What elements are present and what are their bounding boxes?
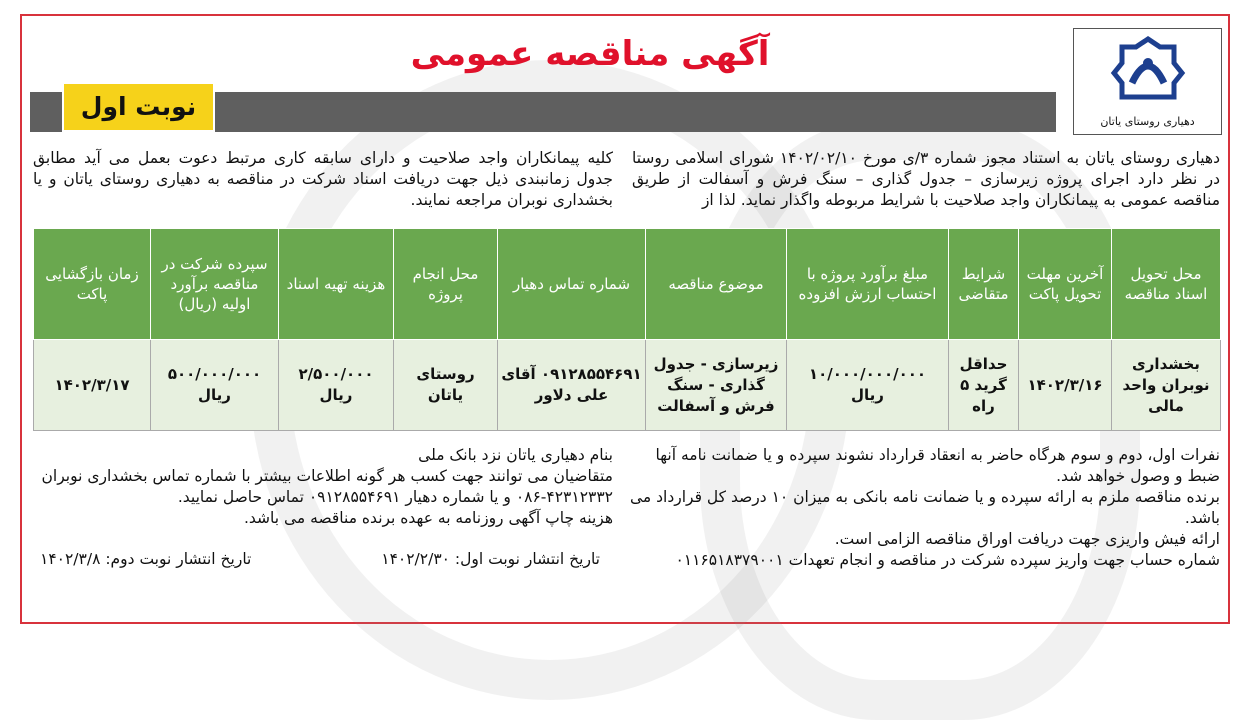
note: برنده مناقصه ملزم به ارائه سپرده و یا ضم… — [629, 488, 1220, 527]
table-header: سپرده شرکت در مناقصه برآورد اولیه (ریال) — [150, 228, 279, 340]
table-cell: حداقل گرید ۵ راه — [948, 339, 1019, 431]
table-header: شماره تماس دهیار — [497, 228, 646, 340]
ad-title: آگهی مناقصه عمومی — [410, 34, 770, 74]
table-cell: ۱۴۰۲/۳/۱۷ — [33, 339, 151, 431]
table-header: موضوع مناقصه — [645, 228, 787, 340]
table-header: محل انجام پروژه — [393, 228, 498, 340]
notes-left: بنام دهیاری یاتان نزد بانک ملی متقاضیان … — [33, 445, 613, 529]
publish-date-first: تاریخ انتشار نوبت اول: ۱۴۰۲/۲/۳۰ — [381, 550, 600, 568]
table-header: شرایط متقاضی — [948, 228, 1019, 340]
table-cell: ۱۰/۰۰۰/۰۰۰/۰۰۰ ریال — [786, 339, 949, 431]
table-cell: ۱۴۰۲/۳/۱۶ — [1018, 339, 1112, 431]
table-header: محل تحویل اسناد مناقصه — [1111, 228, 1221, 340]
note: شماره حساب جهت واریز سپرده شرکت در مناقص… — [675, 551, 1220, 569]
table-header: آخرین مهلت تحویل پاکت — [1018, 228, 1112, 340]
table-header: مبلغ برآورد پروژه با احتساب ارزش افزوده — [786, 228, 949, 340]
table-header-row: محل تحویل اسناد مناقصه آخرین مهلت تحویل … — [33, 228, 1221, 340]
logo-icon — [1110, 35, 1185, 100]
note: متقاضیان می توانند جهت کسب هر گونه اطلاع… — [41, 467, 613, 506]
intro-left: کلیه پیمانکاران واجد صلاحیت و دارای سابق… — [33, 149, 613, 209]
table-header: زمان بازگشایی پاکت — [33, 228, 151, 340]
note: ارائه فیش واریزی جهت دریافت اوراق مناقصه… — [834, 530, 1220, 548]
note: بنام دهیاری یاتان نزد بانک ملی — [418, 446, 613, 464]
publish-date-second: تاریخ انتشار نوبت دوم: ۱۴۰۲/۳/۸ — [40, 550, 252, 568]
note: هزینه چاپ آگهی روزنامه به عهده برنده منا… — [243, 509, 613, 527]
table-cell: روستای یاتان — [393, 339, 498, 431]
table-cell: زیرسازی - جدول گذاری - سنگ فرش و آسفالت — [645, 339, 787, 431]
table-row: بخشداری نوبران واحد مالی ۱۴۰۲/۳/۱۶ حداقل… — [33, 339, 1221, 431]
intro-right: دهیاری روستای یاتان به استناد مجوز شماره… — [632, 149, 1220, 209]
logo: دهیاری روستای یاتان — [1073, 28, 1222, 135]
note: نفرات اول، دوم و سوم هرگاه حاضر به انعقا… — [655, 446, 1220, 485]
table-cell: بخشداری نوبران واحد مالی — [1111, 339, 1221, 431]
table-cell: ۲/۵۰۰/۰۰۰ ریال — [278, 339, 394, 431]
round-badge: نوبت اول — [62, 82, 215, 132]
notes-right: نفرات اول، دوم و سوم هرگاه حاضر به انعقا… — [628, 445, 1220, 571]
table-cell: ۰۹۱۲۸۵۵۴۶۹۱ آقای علی دلاور — [497, 339, 646, 431]
table-header: هزینه تهیه اسناد — [278, 228, 394, 340]
table-cell: ۵۰۰/۰۰۰/۰۰۰ ریال — [150, 339, 279, 431]
logo-caption: دهیاری روستای یاتان — [1100, 115, 1195, 128]
tender-table: محل تحویل اسناد مناقصه آخرین مهلت تحویل … — [33, 228, 1221, 431]
